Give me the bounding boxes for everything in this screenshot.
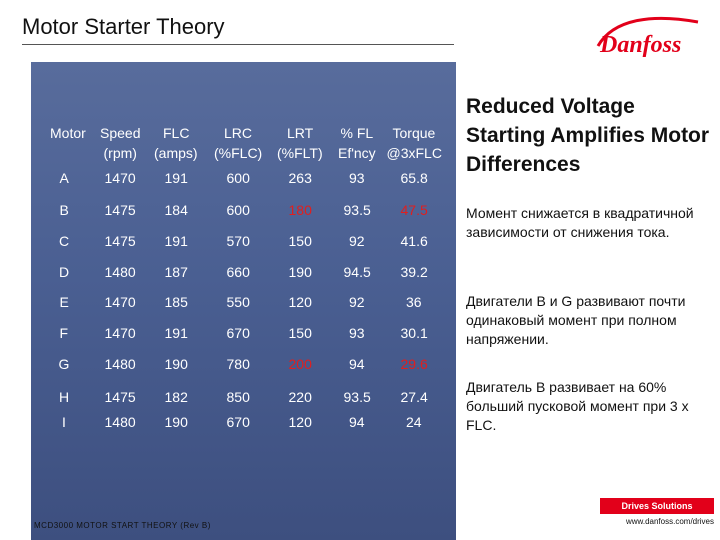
cell-speed: 1475 [104,233,136,249]
cell-lrt: 120 [288,294,312,310]
cell-torque: 24 [406,414,422,430]
drives-solutions-badge: Drives Solutions [600,498,714,514]
cell-speed: 1475 [104,389,136,405]
cell-lrt: 180 [288,202,312,218]
cell-speed: 1480 [104,264,136,280]
slide-title: Motor Starter Theory [22,14,225,39]
danfoss-logo: Danfoss [596,16,699,58]
cell-torque: 41.6 [400,233,428,249]
title-divider [22,44,454,45]
slide-heading: Reduced Voltage Starting Amplifies Motor… [466,95,710,176]
cell-torque: 27.4 [400,389,428,405]
cell-flc: 187 [164,264,188,280]
cell-lrc: 660 [226,264,250,280]
cell-lrc: 850 [226,389,250,405]
cell-lrc: 550 [226,294,250,310]
cell-flc: 190 [164,356,188,372]
cell-efficiency: 93.5 [343,202,371,218]
table-panel [31,62,456,540]
cell-efficiency: 93.5 [343,389,371,405]
cell-lrc: 780 [226,356,250,372]
cell-flc: 185 [164,294,188,310]
cell-motor: E [59,294,69,310]
header-motor: Motor [50,125,86,141]
cell-flc: 191 [164,325,188,341]
cell-lrt: 220 [288,389,312,405]
cell-speed: 1480 [104,356,136,372]
cell-flc: 182 [164,389,188,405]
header-speed: Speed [100,125,141,141]
note-motors-b-g: Двигатели B и G развивают почти одинаков… [466,293,686,347]
cell-lrc: 570 [226,233,250,249]
cell-efficiency: 93 [349,170,365,186]
cell-motor: G [58,356,70,372]
cell-lrt: 200 [288,356,312,372]
cell-speed: 1470 [104,170,136,186]
cell-torque: 29.6 [400,356,428,372]
note-motor-b-torque: Двигатель B развивает на 60% больший пус… [466,379,689,433]
cell-torque: 36 [406,294,422,310]
cell-efficiency: 92 [349,294,365,310]
cell-flc: 184 [164,202,188,218]
cell-lrc: 670 [226,325,250,341]
cell-flc: 190 [164,414,188,430]
note-torque-quadratic: Момент снижается в квадратичной зависимо… [466,205,694,240]
header-flc-unit: (amps) [154,145,198,161]
header-speed-unit: (rpm) [103,145,137,161]
motor-data-table: Motor Speed (rpm) FLC (amps) LRC (%FLC) LRT (%FL… [50,125,442,430]
header-efficiency: % FL [340,125,374,141]
header-lrt: LRT [287,125,314,141]
cell-speed: 1475 [104,202,136,218]
cell-lrt: 263 [288,170,312,186]
header-lrc-unit: (%FLC) [214,145,263,161]
cell-motor: I [62,414,66,430]
cell-motor: D [59,264,70,280]
cell-flc: 191 [164,233,188,249]
cell-torque: 47.5 [400,202,428,218]
cell-efficiency: 94.5 [343,264,371,280]
cell-lrc: 670 [226,414,250,430]
cell-motor: B [59,202,69,218]
cell-lrc: 600 [226,202,250,218]
header-lrt-unit: (%FLT) [277,145,323,161]
footer-text: MCD3000 MOTOR START THEORY (Rev B) [34,521,211,530]
cell-torque: 39.2 [400,264,428,280]
cell-motor: C [59,233,70,249]
cell-efficiency: 92 [349,233,365,249]
cell-flc: 191 [164,170,188,186]
header-torque: Torque [392,125,436,141]
cell-speed: 1470 [104,325,136,341]
cell-speed: 1480 [104,414,136,430]
cell-torque: 30.1 [400,325,428,341]
website-url: www.danfoss.com/drives [625,517,714,526]
cell-lrc: 600 [226,170,250,186]
cell-lrt: 190 [288,264,312,280]
header-efficiency-unit: Ef'ncy [338,145,376,161]
header-lrc: LRC [224,125,253,141]
header-flc: FLC [163,125,190,141]
cell-motor: F [59,325,69,341]
svg-text:Danfoss: Danfoss [599,32,681,58]
cell-motor: H [59,389,70,405]
cell-speed: 1470 [104,294,136,310]
cell-efficiency: 93 [349,325,365,341]
cell-lrt: 150 [288,233,312,249]
cell-torque: 65.8 [400,170,428,186]
cell-efficiency: 94 [349,414,365,430]
cell-lrt: 120 [288,414,312,430]
cell-efficiency: 94 [349,356,365,372]
cell-motor: A [59,170,69,186]
header-torque-unit: @3xFLC [386,145,442,161]
cell-lrt: 150 [288,325,312,341]
